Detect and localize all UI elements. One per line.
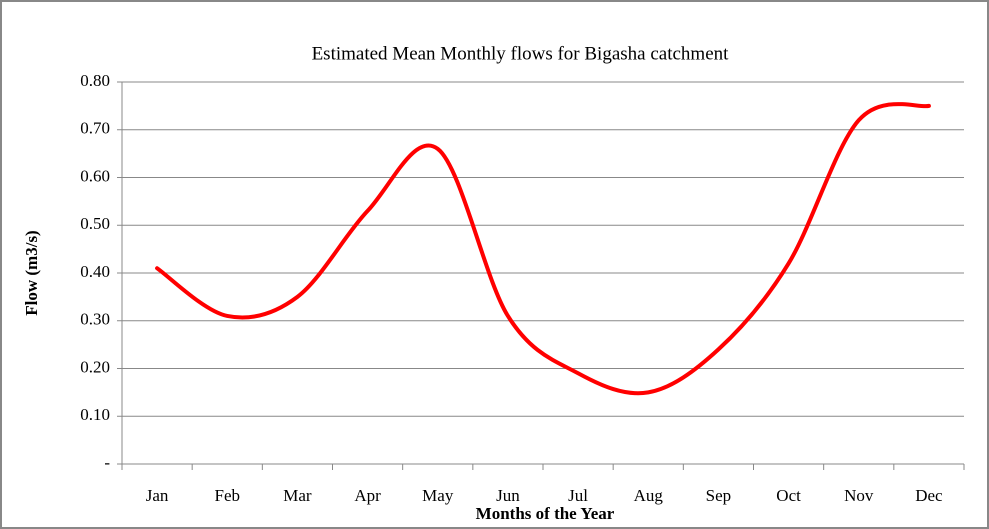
x-tick-label: May: [422, 486, 454, 505]
x-tick-label: Mar: [283, 486, 312, 505]
x-tick-label: Jan: [146, 486, 169, 505]
y-tick-label: 0.70: [80, 119, 110, 138]
x-tick-label: Jun: [496, 486, 520, 505]
y-tick-label: -: [104, 453, 110, 472]
x-tick-label: Oct: [776, 486, 801, 505]
y-tick-label: 0.80: [80, 71, 110, 90]
y-tick-label: 0.50: [80, 214, 110, 233]
x-tick-label: Jul: [568, 486, 588, 505]
x-axis-title: Months of the Year: [476, 504, 615, 523]
x-tick-label: Apr: [354, 486, 381, 505]
y-tick-label: 0.20: [80, 357, 110, 376]
y-tick-label: 0.10: [80, 405, 110, 424]
x-tick-label: Nov: [844, 486, 874, 505]
line-series: [155, 102, 931, 396]
x-tick-label: Feb: [215, 486, 241, 505]
chart-title: Estimated Mean Monthly flows for Bigasha…: [312, 43, 730, 64]
y-axis-title: Flow (m3/s): [22, 230, 41, 315]
x-tick-label: Sep: [706, 486, 732, 505]
y-tick-label: 0.30: [80, 310, 110, 329]
x-tick-label: Dec: [915, 486, 943, 505]
y-tick-label: 0.40: [80, 262, 110, 281]
y-tick-label: 0.60: [80, 166, 110, 185]
x-tick-label: Aug: [634, 486, 664, 505]
